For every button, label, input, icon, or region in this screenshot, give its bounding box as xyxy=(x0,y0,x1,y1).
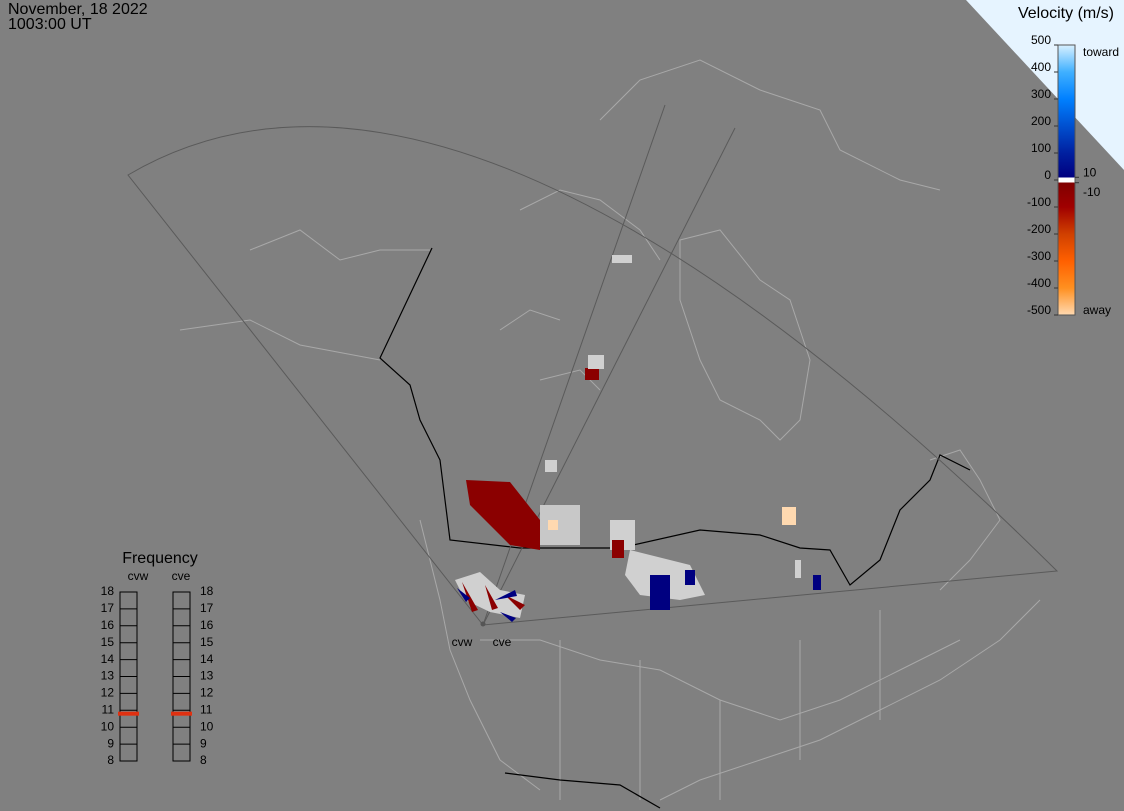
time: 1003:00 UT xyxy=(8,16,92,33)
frequency-radar-name: cvw xyxy=(128,569,149,583)
frequency-tick-label: 16 xyxy=(101,618,115,632)
colorbar-title: Velocity (m/s) xyxy=(1018,5,1114,22)
frequency-tick-label: 13 xyxy=(200,669,214,683)
frequency-tick-label: 9 xyxy=(107,736,114,750)
frequency-tick-label: 15 xyxy=(101,635,115,649)
frequency-tick-label: 14 xyxy=(200,652,214,666)
date: November, 18 2022 xyxy=(8,1,148,18)
echo-cell xyxy=(585,368,599,380)
frequency-tick-label: 13 xyxy=(101,669,115,683)
frequency-tick-label: 11 xyxy=(102,702,115,716)
frequency-tick-label: 18 xyxy=(101,584,115,598)
frequency-indicator xyxy=(118,711,139,716)
colorbar-tick-label: -100 xyxy=(1027,195,1051,209)
frequency-tick-label: 17 xyxy=(101,601,115,615)
colorbar-tick-label: 300 xyxy=(1031,87,1051,101)
frequency-tick-label: 16 xyxy=(200,618,214,632)
frequency-indicator xyxy=(171,711,192,716)
corner-panel xyxy=(966,0,1124,170)
frequency-tick-label: 18 xyxy=(200,584,214,598)
echo-cell xyxy=(795,560,801,578)
colorbar-tick-label: -10 xyxy=(1083,185,1101,199)
echo-cell xyxy=(540,505,580,545)
frequency-tick-label: 11 xyxy=(200,702,213,716)
toward-label: toward xyxy=(1083,45,1119,59)
echo-cell xyxy=(548,520,558,530)
frequency-tick-label: 12 xyxy=(200,686,214,700)
frequency-tick-label: 14 xyxy=(101,652,115,666)
echo-cell xyxy=(612,540,624,558)
away-label: away xyxy=(1083,303,1111,317)
frequency-tick-label: 10 xyxy=(200,719,214,733)
echo-patch xyxy=(466,480,540,550)
echo-patch xyxy=(462,582,525,612)
radar-site xyxy=(480,621,486,627)
colorbar xyxy=(1057,44,1076,316)
colorbar-tick-label: -200 xyxy=(1027,222,1051,236)
frequency-tick-label: 9 xyxy=(200,736,207,750)
echo-cell xyxy=(545,460,557,472)
frequency-tick-label: 17 xyxy=(200,601,214,615)
frequency-tick-label: 15 xyxy=(200,635,214,649)
coastlines xyxy=(179,59,1041,801)
colorbar-tick-label: 400 xyxy=(1031,60,1051,74)
echo-cell xyxy=(612,255,632,263)
site-label: cve xyxy=(493,635,512,649)
echoes xyxy=(455,255,821,627)
frequency-tick-label: 8 xyxy=(107,753,114,767)
colorbar-tick-label: -500 xyxy=(1027,303,1051,317)
echo-patch xyxy=(457,588,517,622)
frequency-tick-label: 8 xyxy=(200,753,207,767)
colorbar-tick-label: 10 xyxy=(1083,165,1097,179)
frequency-tick-label: 12 xyxy=(101,686,115,700)
colorbar-tick-label: 100 xyxy=(1031,141,1051,155)
echo-cell xyxy=(813,575,821,590)
echo-cell xyxy=(650,575,670,610)
echo-cell xyxy=(782,507,796,525)
echo-cell xyxy=(685,570,695,585)
colorbar-tick-label: 500 xyxy=(1031,33,1051,47)
colorbar-tick-label: 0 xyxy=(1044,168,1051,182)
borders xyxy=(379,247,971,809)
colorbar-tick-label: -300 xyxy=(1027,249,1051,263)
echo-cell xyxy=(588,355,604,369)
colorbar-tick-label: -400 xyxy=(1027,276,1051,290)
frequency-title: Frequency xyxy=(122,550,198,567)
frequency-radar-name: cve xyxy=(172,569,191,583)
colorbar-tick-label: 200 xyxy=(1031,114,1051,128)
frequency-tick-label: 10 xyxy=(101,719,115,733)
site-label: cvw xyxy=(452,635,473,649)
